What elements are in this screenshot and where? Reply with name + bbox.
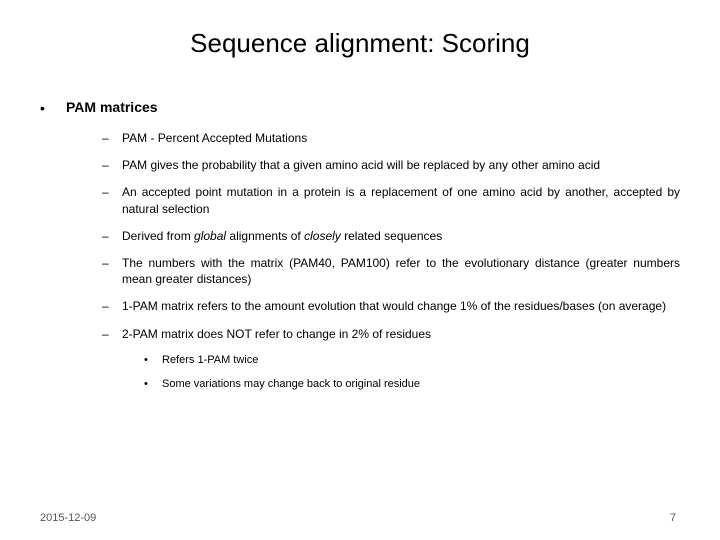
- dash-icon: –: [102, 184, 122, 216]
- heading-text: PAM matrices: [66, 99, 158, 116]
- seg-italic: global: [194, 229, 226, 243]
- list-item: – PAM gives the probability that a given…: [102, 157, 680, 173]
- list-item: – Derived from global alignments of clos…: [102, 228, 680, 244]
- sub-list: – PAM - Percent Accepted Mutations – PAM…: [102, 130, 680, 342]
- dash-icon: –: [102, 157, 122, 173]
- list-item: – An accepted point mutation in a protei…: [102, 184, 680, 216]
- point-text: PAM - Percent Accepted Mutations: [122, 130, 680, 146]
- sub-sub-list: • Refers 1-PAM twice • Some variations m…: [144, 353, 680, 392]
- seg: related sequences: [341, 229, 442, 243]
- list-item: – 2-PAM matrix does NOT refer to change …: [102, 326, 680, 342]
- point-text: An accepted point mutation in a protein …: [122, 184, 680, 216]
- list-item: – 1-PAM matrix refers to the amount evol…: [102, 298, 680, 314]
- list-item: – The numbers with the matrix (PAM40, PA…: [102, 255, 680, 287]
- dash-icon: –: [102, 326, 122, 342]
- sub-list-item: • Refers 1-PAM twice: [144, 353, 680, 367]
- main-bullet: • PAM matrices: [40, 99, 680, 116]
- bullet-dot: •: [144, 353, 162, 367]
- sub-list-item: • Some variations may change back to ori…: [144, 377, 680, 391]
- subpoint-text: Refers 1-PAM twice: [162, 353, 258, 367]
- point-text: The numbers with the matrix (PAM40, PAM1…: [122, 255, 680, 287]
- seg-italic: closely: [304, 229, 341, 243]
- seg: Derived from: [122, 229, 194, 243]
- point-text: PAM gives the probability that a given a…: [122, 157, 680, 173]
- slide-title: Sequence alignment: Scoring: [40, 28, 680, 59]
- bullet-dot: •: [40, 99, 66, 116]
- subpoint-text: Some variations may change back to origi…: [162, 377, 420, 391]
- slide-container: Sequence alignment: Scoring • PAM matric…: [0, 0, 720, 540]
- list-item: – PAM - Percent Accepted Mutations: [102, 130, 680, 146]
- dash-icon: –: [102, 130, 122, 146]
- point-text: 1-PAM matrix refers to the amount evolut…: [122, 298, 680, 314]
- dash-icon: –: [102, 228, 122, 244]
- dash-icon: –: [102, 298, 122, 314]
- dash-icon: –: [102, 255, 122, 287]
- footer-page-number: 7: [670, 512, 676, 524]
- bullet-dot: •: [144, 377, 162, 391]
- point-text: Derived from global alignments of closel…: [122, 228, 680, 244]
- footer-date: 2015-12-09: [40, 512, 96, 524]
- seg: alignments of: [226, 229, 304, 243]
- point-text: 2-PAM matrix does NOT refer to change in…: [122, 326, 680, 342]
